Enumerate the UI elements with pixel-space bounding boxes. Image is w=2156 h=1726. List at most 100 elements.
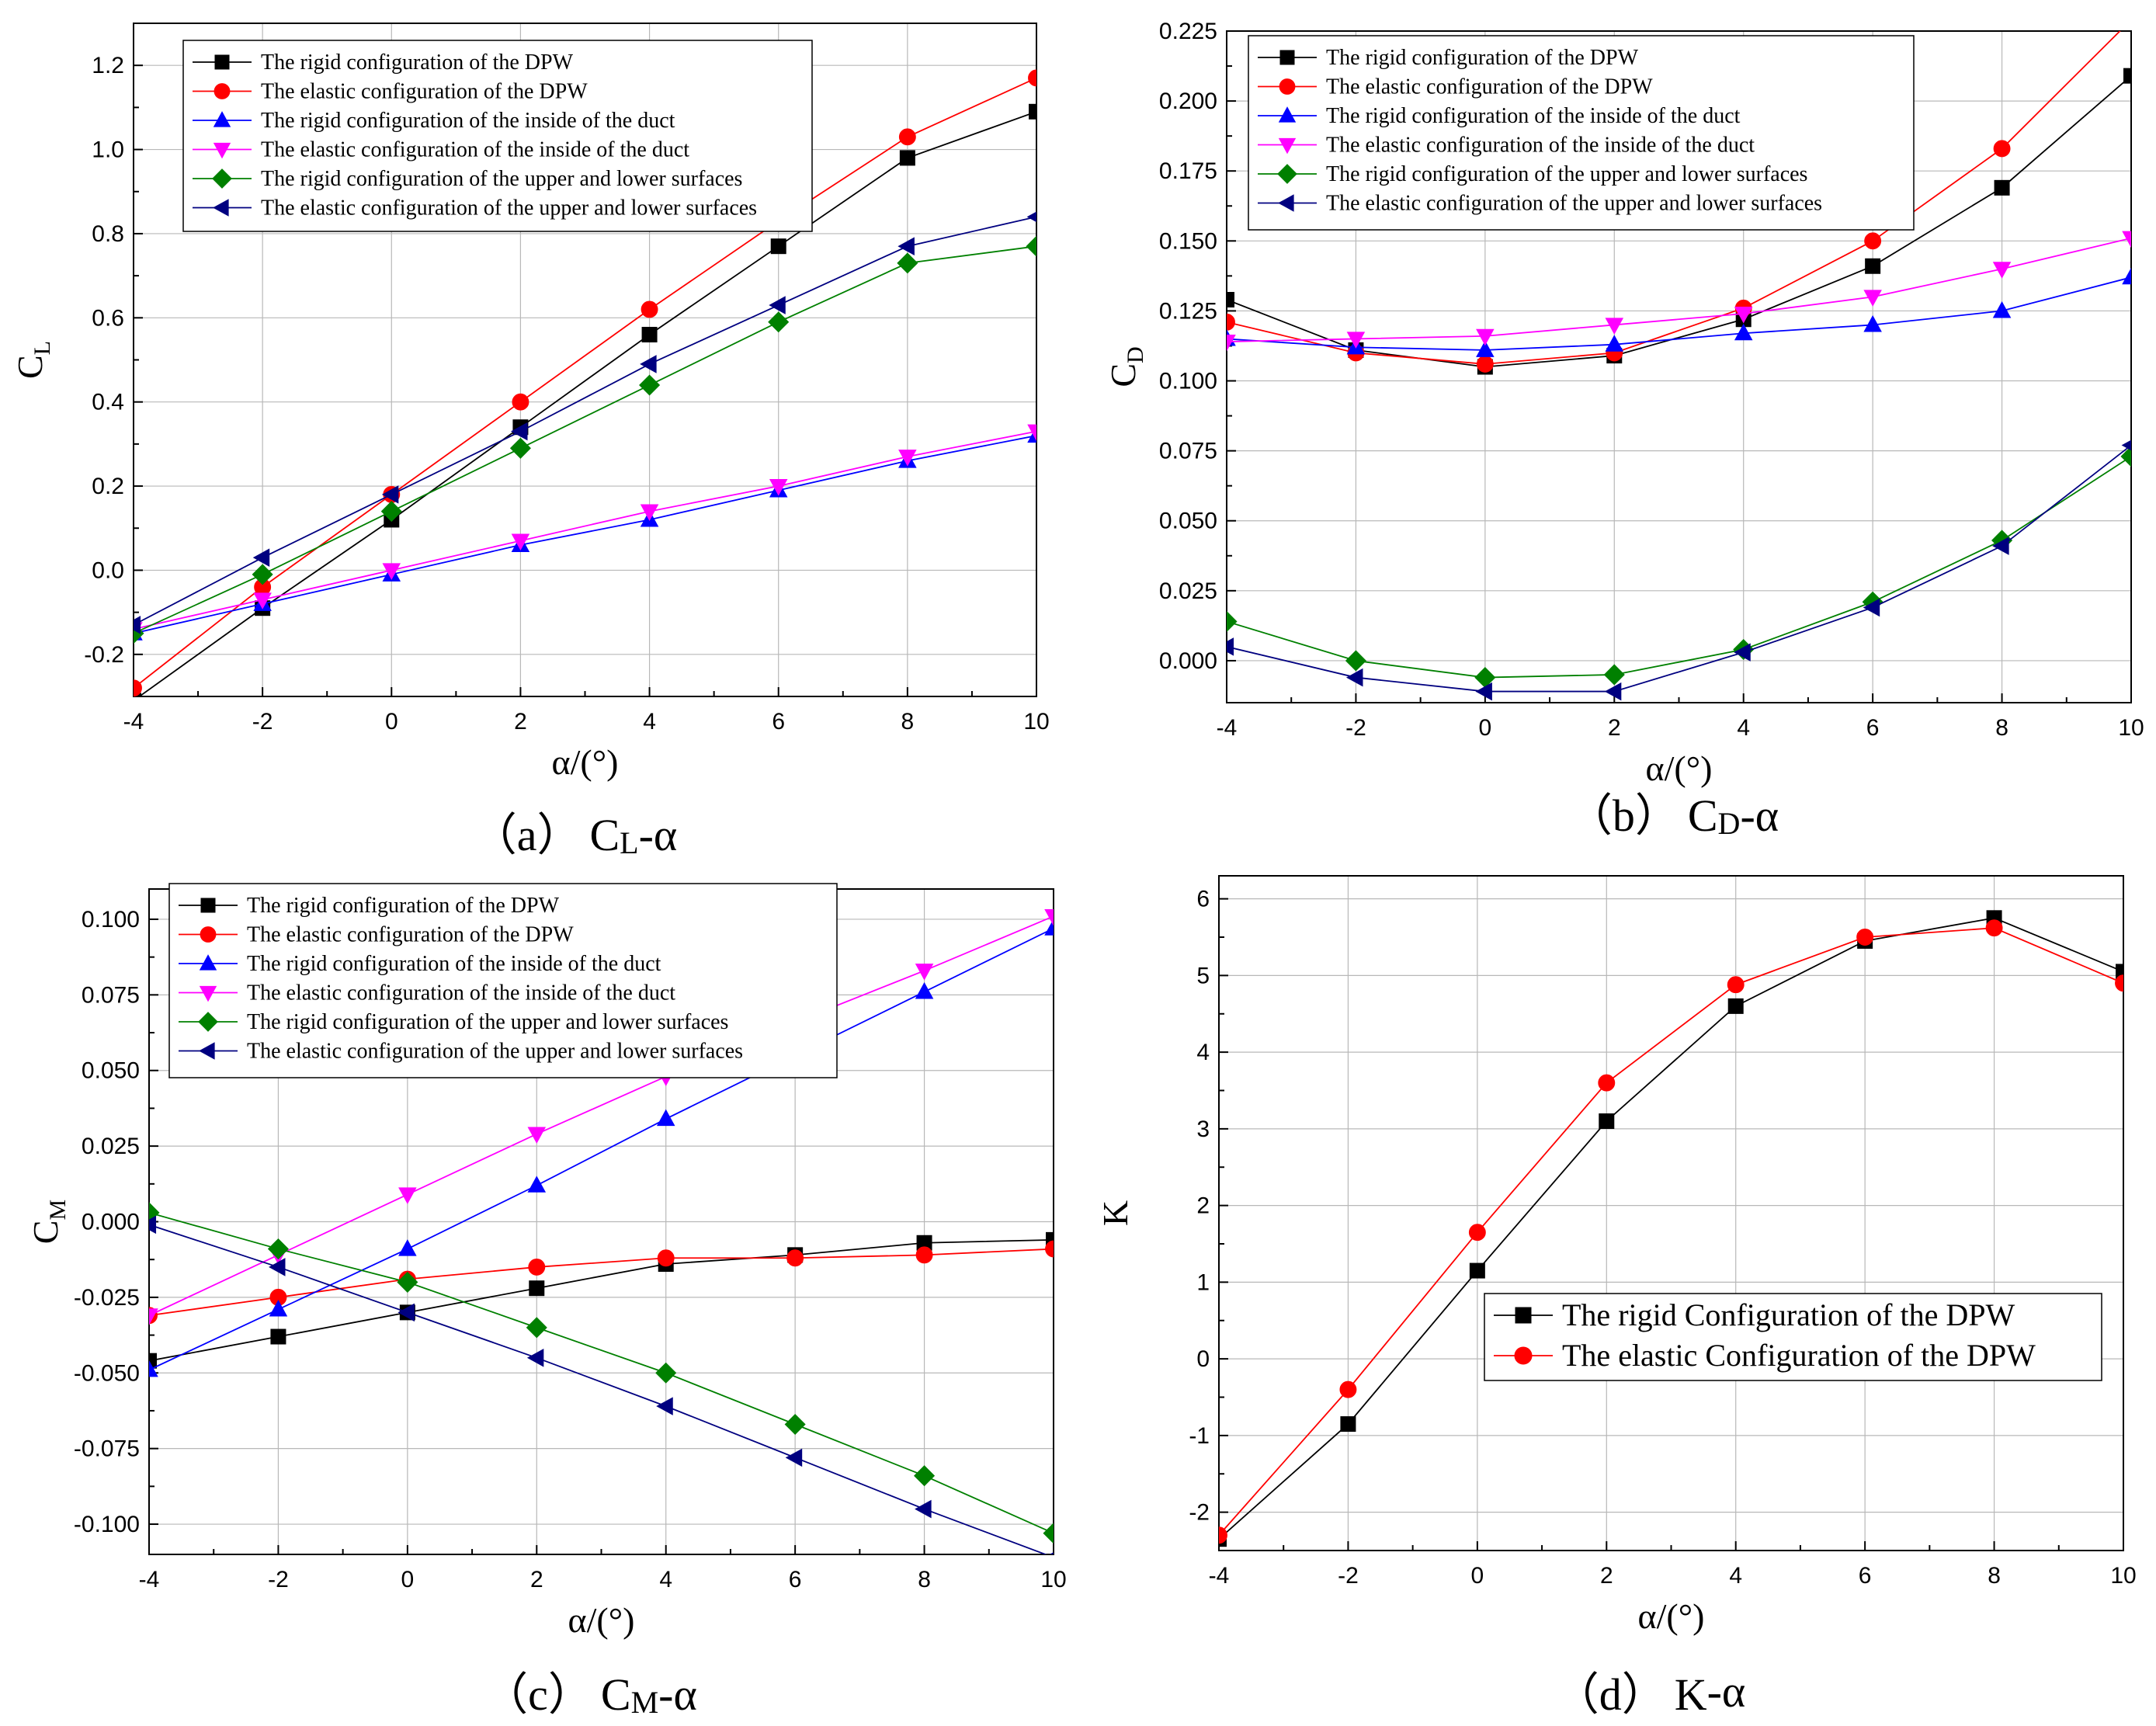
data-point [510,422,528,441]
legend-item: The elastic configuration of the upper a… [179,1040,743,1064]
series-1 [1219,919,2123,1544]
data-point [398,1187,417,1204]
x-tick-label: 0 [401,1567,415,1592]
panel-caption: （a） CL-α [472,810,678,860]
data-point [269,1300,288,1317]
data-point [640,355,657,373]
legend-label: The elastic configuration of the inside … [247,981,675,1005]
data-point [2123,12,2140,28]
x-tick-label: 0 [385,709,398,735]
data-point [149,1360,158,1377]
data-point [149,1353,157,1369]
series-line [134,430,1036,630]
data-point [509,437,531,459]
data-point [1734,323,1753,341]
legend-label: The elastic configuration of the DPW [247,923,574,947]
y-axis-title-main: C [1103,363,1143,387]
data-point [1727,998,1744,1014]
series-line [1227,444,2131,693]
legend-item: The elastic configuration of the inside … [179,981,675,1005]
data-point [785,1448,803,1467]
series-group [1219,910,2123,1547]
x-axis-title: α/(°) [1638,1596,1705,1636]
y-axis-title-sub: L [30,341,55,355]
legend-label: The elastic configuration of the DPW [1326,75,1653,99]
data-point [897,237,915,255]
legend-item: The rigid configuration of the upper and… [1258,162,1807,186]
data-point [915,982,934,999]
panel-c: -4 -2 0 2 4 6 8 10 -0.100 -0.075 -0.050 -0.025 0.000… [26,883,1067,1720]
caption-prefix: （b） [1568,790,1680,841]
caption-sub: M [631,1685,659,1720]
data-point [527,1127,547,1144]
legend-marker [200,898,216,913]
caption-suffix: -α [1707,1666,1746,1717]
legend-marker [1278,137,1297,155]
data-point [253,592,272,609]
data-point [915,1499,932,1519]
x-axis-title: α/(°) [568,1600,635,1640]
legend-item: The elastic configuration of the DPW [179,923,574,947]
y-tick-label: -2 [1189,1500,1210,1526]
legend-label: The rigid configuration of the DPW [1326,46,1639,70]
x-tick-label: 6 [772,709,785,735]
series-line [134,216,1036,626]
y-tick-label: 6 [1196,887,1210,912]
panel-a: -4 -2 0 2 4 6 8 10 -0.2 0.0 0.2 0.4 0.6 0.8 1.0 1.2 α/(°… [10,23,1050,860]
data-point [398,1303,415,1322]
data-point [527,1176,547,1193]
legend-item: The elastic configuration of the DPW [193,80,588,104]
caption-sub: L [620,825,638,860]
series-5 [134,211,1036,634]
x-tick-label: 0 [1479,715,1492,741]
x-tick-label: 4 [643,709,656,735]
x-tick-label: 10 [2110,1563,2136,1589]
y-axis-title: CL [10,341,55,379]
legend-item: The rigid configuration of the upper and… [179,1010,728,1034]
panel-caption: （d） K-α [1554,1666,1746,1720]
data-point [2121,439,2131,451]
data-point [2122,267,2131,285]
series-3 [134,424,1036,639]
series-line [1219,917,2123,1540]
data-point [784,1413,806,1436]
x-tick-label: 2 [514,709,527,735]
data-point [252,548,270,567]
x-tick-label: 4 [1729,1563,1742,1589]
data-point [529,1280,545,1297]
legend-item: The rigid configuration of the DPW [179,894,560,918]
data-point [1468,1224,1486,1242]
data-point [1856,929,1874,946]
legend-label: The elastic configuration of the DPW [261,80,588,104]
x-tick-label: 10 [1023,709,1049,735]
data-point [268,1258,286,1276]
gridlines [1218,876,2124,1551]
x-tick-label: 8 [1995,715,2008,741]
y-axis-title-main: C [26,1221,65,1245]
legend-marker [200,926,217,943]
legend-label: The elastic configuration of the upper a… [247,1040,743,1064]
caption-prefix: （d） [1554,1669,1667,1720]
x-tick-label: -4 [1209,1563,1230,1589]
legend: The rigid configuration of the DPW The el… [168,883,838,1078]
data-point [1045,1240,1054,1258]
data-point [1476,328,1495,346]
data-point [1605,318,1624,335]
data-point [149,1308,158,1325]
series-line [149,1238,1054,1362]
data-point [1043,1523,1054,1544]
data-point [1028,69,1036,87]
legend-label: The rigid configuration of the inside of… [261,109,675,133]
y-tick-label: 2 [1196,1193,1210,1219]
data-point [2122,231,2131,248]
x-tick-label: 2 [1600,1563,1613,1589]
data-point [380,501,402,523]
data-point [786,1249,804,1267]
legend-marker [214,54,230,70]
data-point [639,374,661,396]
legend-item: The rigid configuration of the inside of… [193,109,675,133]
data-point [1346,332,1366,349]
y-tick-label: -0.025 [74,1285,140,1311]
series-group [1227,12,2140,701]
legend-item: The elastic Configuration of the DPW [1494,1338,2036,1373]
